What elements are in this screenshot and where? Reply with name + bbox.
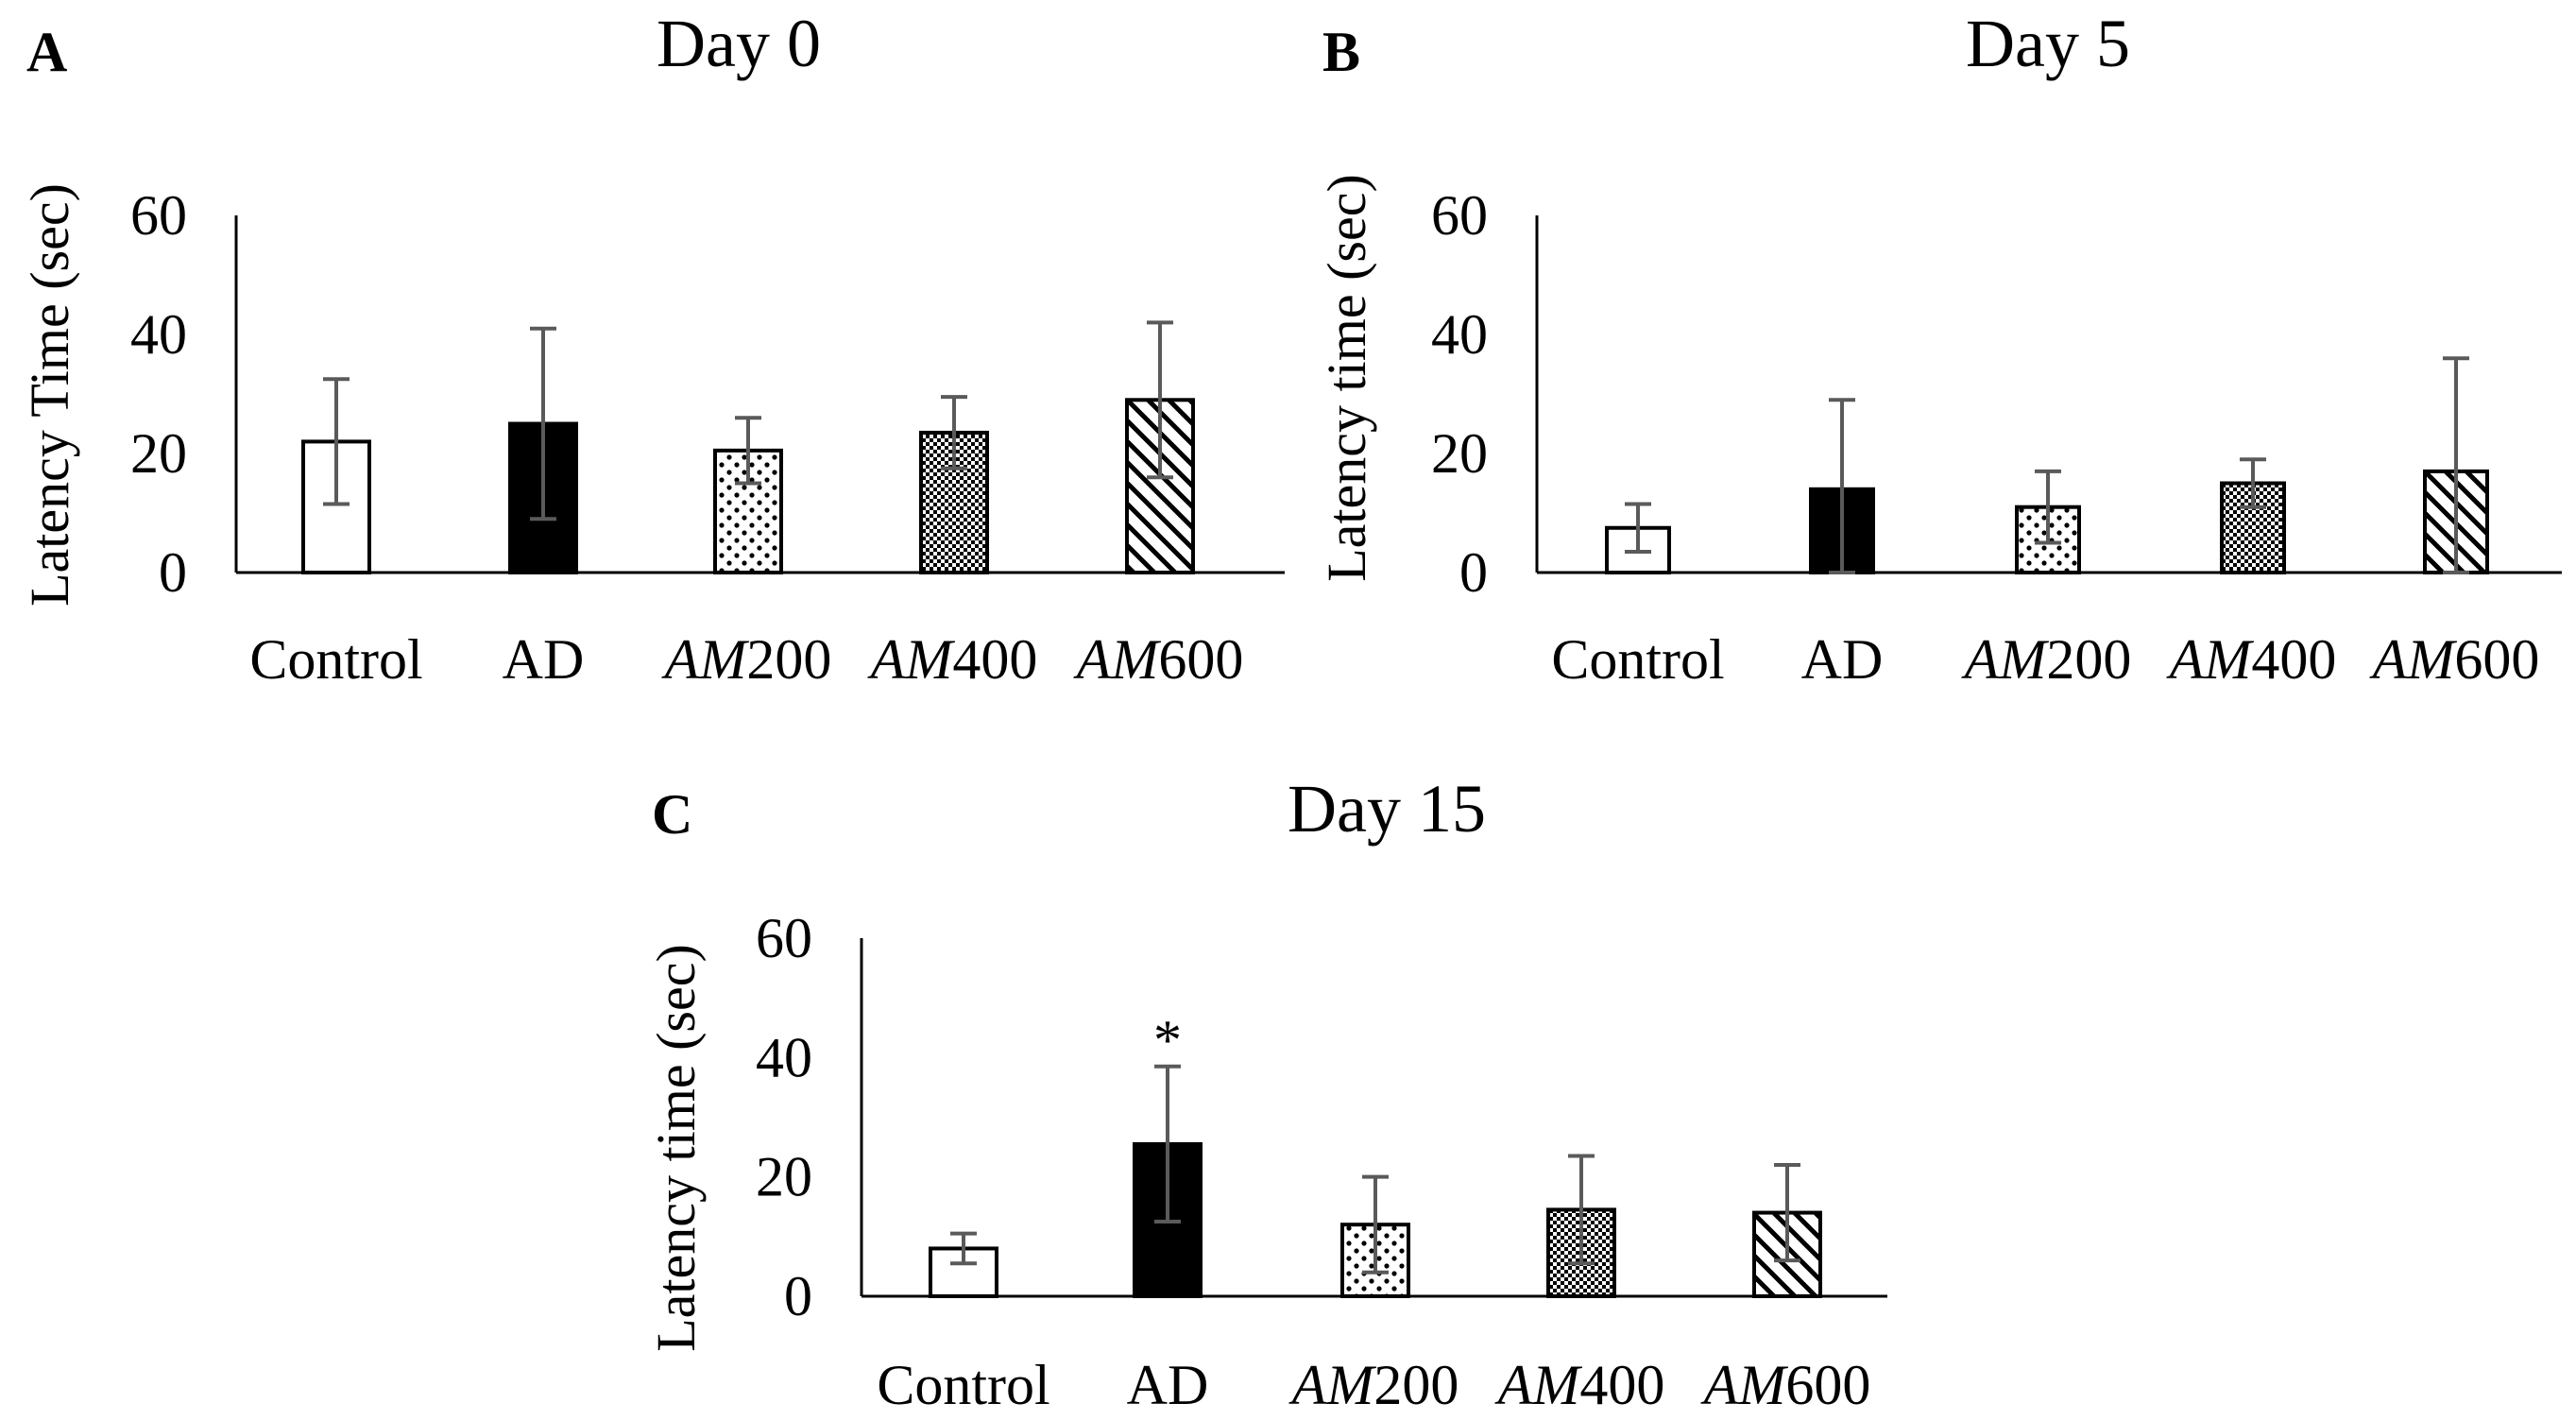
error-bar [1147, 320, 1173, 480]
error-bar [735, 416, 761, 486]
y-tick-label: 20 [756, 1146, 812, 1208]
panel-c-day-15: C Day 15 Latency time (sec) 0 20 40 60 Control A… [645, 771, 1887, 1416]
x-category-label: AM600 [1073, 628, 1244, 691]
y-tick-label: 60 [130, 184, 187, 247]
y-axis-title: Latency time (sec) [1316, 174, 1377, 582]
x-category-label: AD [1801, 628, 1884, 691]
error-bar [941, 395, 967, 470]
y-tick-label: 40 [756, 1026, 812, 1088]
panel-letter: A [26, 21, 67, 83]
y-tick-label: 0 [159, 541, 187, 604]
error-bar [1774, 1163, 1800, 1263]
x-category-label: Control [249, 628, 422, 691]
significance-marker: * [1153, 1009, 1182, 1071]
y-tick-label: 20 [130, 422, 187, 485]
y-axis-title: Latency Time (sec) [19, 183, 80, 607]
x-category-label: Control [1551, 628, 1724, 691]
error-bar [1625, 502, 1651, 554]
error-bar [1568, 1154, 1595, 1266]
y-tick-label: 40 [1431, 303, 1488, 366]
x-category-label: AD [503, 628, 585, 691]
y-tick-label: 20 [1431, 422, 1488, 485]
error-bar [2443, 356, 2469, 574]
x-category-label: AM200 [661, 628, 832, 691]
error-bar [950, 1231, 977, 1266]
x-category-label: AM600 [2369, 628, 2540, 691]
x-category-label: AM600 [1700, 1354, 1871, 1416]
y-tick-label: 0 [1459, 541, 1488, 604]
error-bar [323, 377, 350, 506]
chart-title: Day 5 [1966, 6, 2130, 81]
error-bar [1362, 1174, 1389, 1275]
chart-title: Day 0 [657, 6, 821, 81]
panel-a-day-0: A Day 0 Latency Time (sec) 0 20 40 60 Control AD… [19, 6, 1285, 691]
y-tick-label: 0 [784, 1265, 812, 1327]
x-category-label: AM400 [2166, 628, 2337, 691]
panel-b-day-5: B Day 5 Latency time (sec) 0 20 40 60 Control AD… [1316, 6, 2562, 691]
y-tick-label: 60 [1431, 184, 1488, 247]
error-bar [1154, 1064, 1181, 1224]
y-tick-label: 60 [756, 907, 812, 969]
x-category-label: Control [877, 1354, 1049, 1416]
error-bar [2035, 469, 2061, 545]
x-category-label: AM200 [1961, 628, 2132, 691]
x-category-label: AM200 [1288, 1354, 1459, 1416]
error-bar [1829, 398, 1855, 574]
panel-letter: B [1322, 21, 1360, 83]
x-category-label: AM400 [1494, 1354, 1665, 1416]
error-bar [530, 326, 556, 522]
chart-title: Day 15 [1288, 771, 1486, 847]
x-category-label: AD [1127, 1354, 1209, 1416]
bar-ad [508, 421, 578, 574]
y-tick-label: 40 [130, 303, 187, 366]
y-axis-title: Latency time (sec) [645, 944, 707, 1352]
error-bar [2240, 457, 2266, 509]
x-category-label: AM400 [867, 628, 1038, 691]
panel-letter: C [652, 783, 692, 846]
